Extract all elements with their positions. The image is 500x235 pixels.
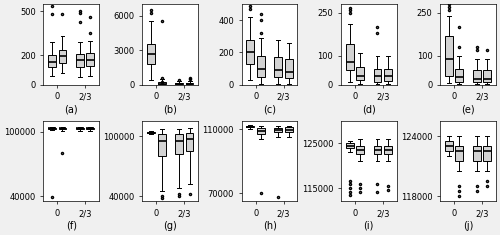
PathPatch shape — [76, 128, 84, 129]
PathPatch shape — [384, 69, 392, 81]
PathPatch shape — [58, 50, 66, 63]
PathPatch shape — [483, 70, 491, 82]
PathPatch shape — [257, 128, 265, 134]
PathPatch shape — [456, 146, 463, 161]
PathPatch shape — [274, 57, 282, 77]
PathPatch shape — [257, 56, 265, 77]
PathPatch shape — [483, 146, 491, 161]
PathPatch shape — [456, 69, 463, 82]
X-axis label: (h): (h) — [262, 221, 276, 231]
PathPatch shape — [186, 133, 194, 151]
PathPatch shape — [472, 70, 480, 82]
X-axis label: (a): (a) — [64, 104, 78, 114]
PathPatch shape — [274, 128, 282, 132]
X-axis label: (c): (c) — [263, 104, 276, 114]
PathPatch shape — [48, 128, 56, 129]
PathPatch shape — [246, 126, 254, 127]
X-axis label: (j): (j) — [463, 221, 473, 231]
PathPatch shape — [186, 83, 194, 84]
PathPatch shape — [346, 143, 354, 148]
PathPatch shape — [86, 53, 94, 66]
PathPatch shape — [175, 83, 183, 84]
PathPatch shape — [356, 67, 364, 80]
PathPatch shape — [86, 128, 94, 129]
PathPatch shape — [285, 59, 292, 78]
X-axis label: (i): (i) — [364, 221, 374, 231]
PathPatch shape — [158, 82, 166, 84]
PathPatch shape — [158, 134, 166, 156]
X-axis label: (d): (d) — [362, 104, 376, 114]
X-axis label: (b): (b) — [164, 104, 177, 114]
PathPatch shape — [384, 145, 392, 154]
PathPatch shape — [445, 36, 452, 76]
X-axis label: (g): (g) — [164, 221, 177, 231]
PathPatch shape — [246, 39, 254, 64]
PathPatch shape — [445, 141, 452, 151]
PathPatch shape — [148, 132, 155, 133]
X-axis label: (f): (f) — [66, 221, 76, 231]
PathPatch shape — [48, 55, 56, 67]
PathPatch shape — [346, 44, 354, 70]
PathPatch shape — [374, 69, 382, 82]
X-axis label: (e): (e) — [461, 104, 475, 114]
PathPatch shape — [356, 145, 364, 154]
PathPatch shape — [58, 128, 66, 129]
PathPatch shape — [472, 146, 480, 161]
PathPatch shape — [76, 54, 84, 67]
PathPatch shape — [175, 134, 183, 154]
PathPatch shape — [374, 145, 382, 154]
PathPatch shape — [285, 127, 292, 132]
PathPatch shape — [148, 44, 155, 64]
